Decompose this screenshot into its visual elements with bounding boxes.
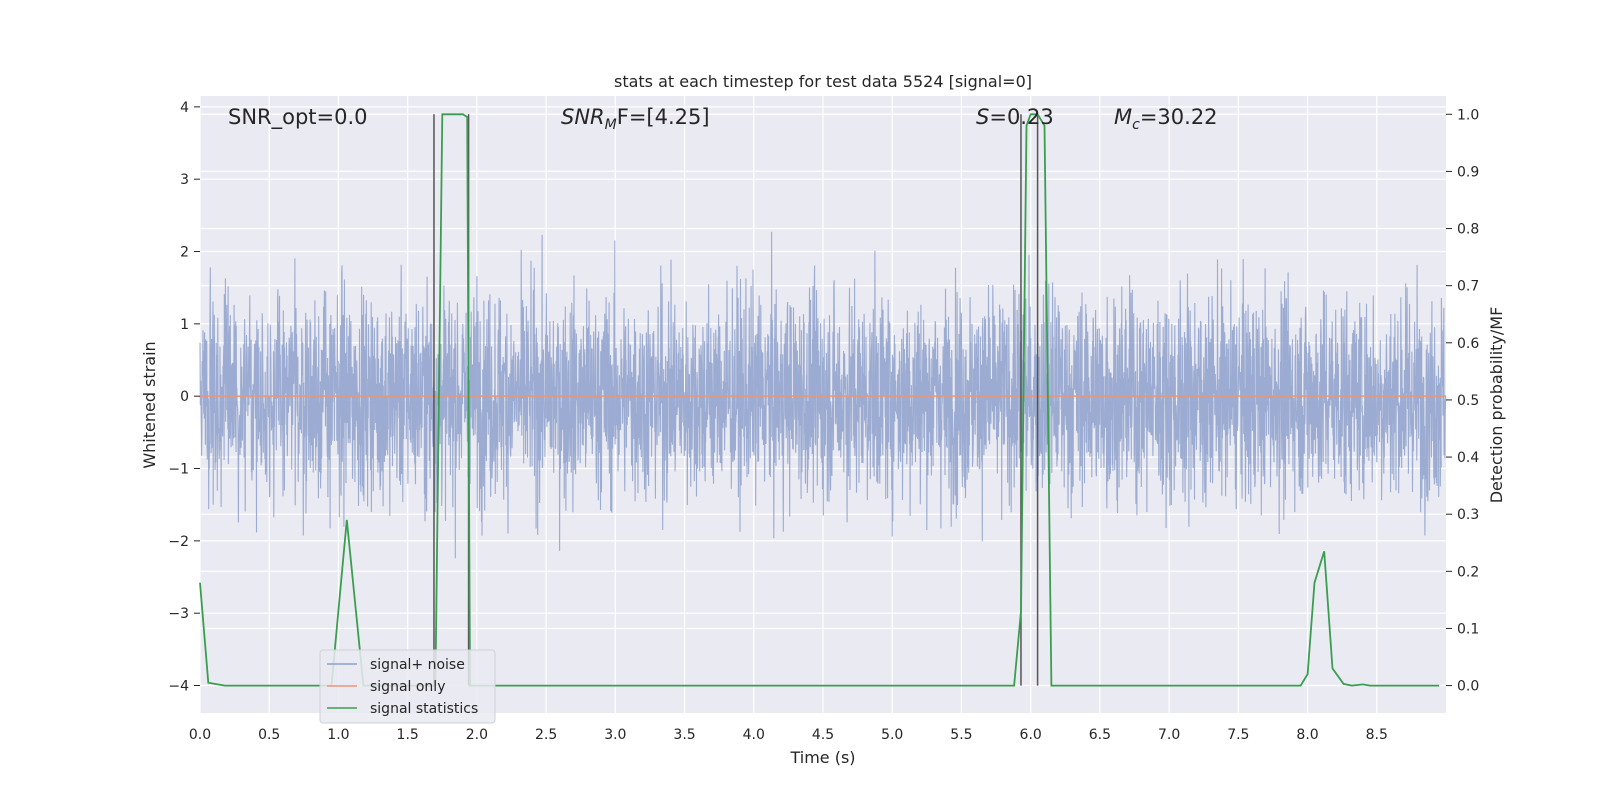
y-tick-label-right: 0.1 — [1457, 621, 1479, 637]
y-tick-label-left: 1 — [180, 317, 189, 333]
x-tick-label: 1.0 — [327, 727, 349, 743]
snr-mf-value: F=[4.25] — [617, 105, 710, 129]
x-tick-label: 7.0 — [1158, 727, 1180, 743]
x-tick-label: 5.5 — [950, 727, 972, 743]
x-tick-label: 0.5 — [258, 727, 280, 743]
x-tick-label: 7.5 — [1227, 727, 1249, 743]
x-tick-label: 3.0 — [604, 727, 626, 743]
y-tick-label-left: −2 — [168, 534, 189, 550]
legend: signal+ noise signal only signal statist… — [319, 649, 496, 724]
s-value: =0.23 — [989, 105, 1053, 129]
x-tick-label: 4.0 — [743, 727, 765, 743]
x-tick-label: 1.5 — [397, 727, 419, 743]
y-tick-label-right: 0.9 — [1457, 164, 1479, 180]
legend-label-signal-noise: signal+ noise — [370, 657, 465, 673]
annotation-mc: Mc=30.22 — [1114, 105, 1218, 133]
y-ticks-right: 0.0 0.1 0.2 0.3 0.4 0.5 0.6 0.7 0.8 0.9 1.0 — [1446, 107, 1479, 695]
legend-label-signal-only: signal only — [370, 679, 445, 695]
snr-mf-subscript: M — [605, 117, 617, 133]
y-tick-label-right: 0.4 — [1457, 450, 1479, 466]
mc-symbol: M — [1114, 105, 1132, 129]
y-tick-label-right: 0.2 — [1457, 564, 1479, 580]
legend-box — [319, 649, 496, 724]
x-ticks: 0.0 0.5 1.0 1.5 2.0 2.5 3.0 3.5 4.0 4.5 5.0 5.5 6.0 6… — [189, 727, 1388, 743]
x-tick-label: 3.5 — [673, 727, 695, 743]
y-tick-label-left: −1 — [168, 462, 189, 478]
y-tick-label-right: 0.3 — [1457, 507, 1479, 523]
annotation-snr-mf: SNRMF=[4.25] — [561, 105, 710, 133]
y-tick-label-right: 0.6 — [1457, 336, 1479, 352]
y-tick-label-left: 2 — [180, 245, 189, 261]
mc-value: =30.22 — [1140, 105, 1218, 129]
y-tick-label-right: 1.0 — [1457, 107, 1479, 123]
signal-statistics-series — [199, 113, 1440, 687]
x-tick-label: 4.5 — [812, 727, 834, 743]
x-axis-title: Time (s) — [789, 748, 855, 767]
chart-title: stats at each timestep for test data 552… — [614, 72, 1032, 91]
y-tick-label-left: 4 — [180, 100, 189, 116]
annotation-snr-opt: SNR_opt=0.0 — [228, 105, 368, 130]
y-tick-label-left: −3 — [168, 606, 189, 622]
x-tick-label: 2.5 — [535, 727, 557, 743]
y-tick-label-left: −4 — [168, 679, 189, 695]
legend-label-signal-statistics: signal statistics — [370, 701, 478, 717]
mc-subscript: c — [1132, 117, 1140, 133]
signal-statistics-line — [199, 113, 1440, 687]
annotation-s: S=0.23 — [976, 105, 1054, 129]
y-ticks-left: 4 3 2 1 0 −1 −2 −3 −4 — [168, 100, 200, 695]
y-tick-label-right: 0.8 — [1457, 222, 1479, 238]
y-axis-title-left: Whitened strain — [140, 341, 159, 468]
x-tick-label: 6.0 — [1020, 727, 1042, 743]
x-tick-label: 6.5 — [1089, 727, 1111, 743]
s-symbol: S — [976, 105, 989, 129]
y-tick-label-left: 0 — [180, 389, 189, 405]
x-tick-label: 8.0 — [1296, 727, 1318, 743]
y-tick-label-left: 3 — [180, 172, 189, 188]
x-tick-label: 0.0 — [189, 727, 211, 743]
x-tick-label: 2.0 — [466, 727, 488, 743]
y-tick-label-right: 0.7 — [1457, 279, 1479, 295]
x-tick-label: 5.0 — [881, 727, 903, 743]
y-tick-label-right: 0.0 — [1457, 679, 1479, 695]
snr-mf-symbol: SNR — [561, 105, 605, 129]
x-tick-label: 8.5 — [1366, 727, 1388, 743]
y-axis-title-right: Detection probability/MF — [1487, 307, 1506, 504]
y-tick-label-right: 0.5 — [1457, 393, 1479, 409]
